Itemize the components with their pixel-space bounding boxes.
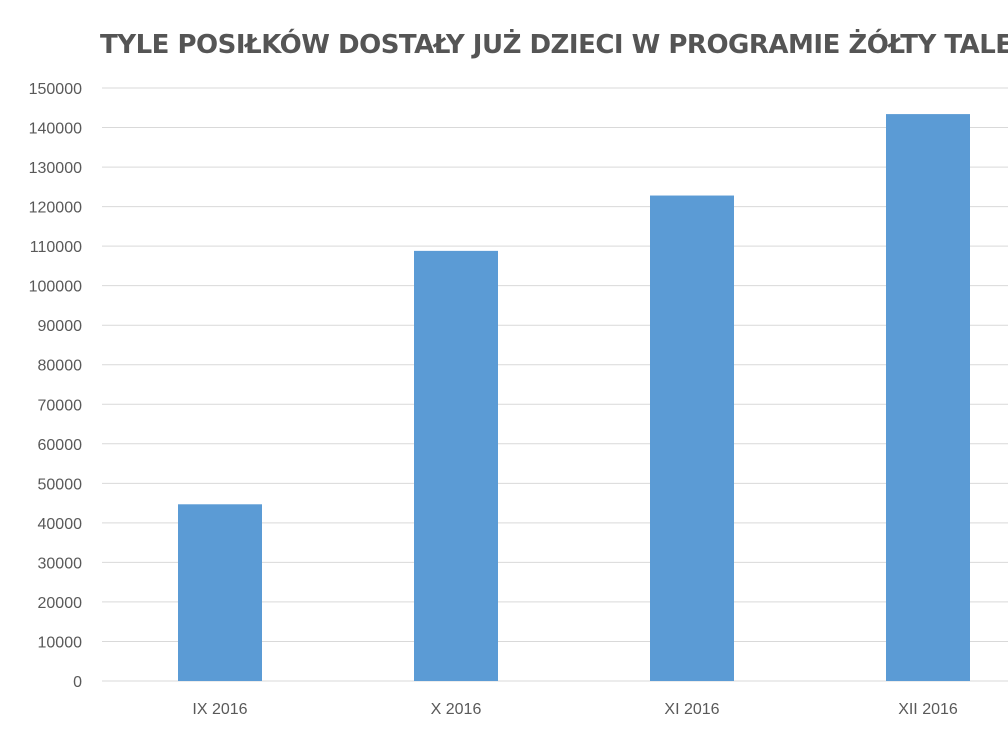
y-tick-label: 80000: [38, 358, 83, 375]
y-tick-label: 60000: [38, 437, 83, 454]
y-tick-label: 20000: [38, 595, 83, 612]
x-tick-label: IX 2016: [192, 701, 247, 718]
y-tick-label: 10000: [38, 634, 83, 651]
y-tick-label: 120000: [29, 200, 82, 217]
y-tick-label: 100000: [29, 279, 82, 296]
x-axis: IX 2016 X 2016 XI 2016 XII 2016: [192, 701, 957, 718]
y-tick-label: 90000: [38, 318, 83, 335]
bar: [650, 195, 734, 681]
bar: [178, 504, 262, 681]
y-tick-label: 130000: [29, 160, 82, 177]
y-tick-label: 40000: [38, 516, 83, 533]
y-tick-label: 30000: [38, 555, 83, 572]
y-tick-label: 140000: [29, 121, 82, 138]
x-tick-label: XI 2016: [664, 701, 719, 718]
bar: [886, 114, 970, 682]
y-tick-label: 110000: [30, 239, 82, 256]
y-tick-label: 50000: [38, 476, 83, 493]
y-tick-label: 0: [73, 674, 82, 691]
y-tick-label: 150000: [29, 81, 82, 98]
x-tick-label: XII 2016: [898, 701, 958, 718]
x-tick-label: X 2016: [431, 701, 482, 718]
y-tick-label: 70000: [38, 397, 83, 414]
y-axis: 0 10000 20000 30000 40000 50000 60000 70000 8000…: [29, 81, 82, 691]
bars: [178, 114, 970, 682]
bar: [414, 250, 498, 682]
chart-title: TYLE POSIŁKÓW DOSTAŁY JUŻ DZIECI W PROGR…: [100, 30, 1008, 60]
